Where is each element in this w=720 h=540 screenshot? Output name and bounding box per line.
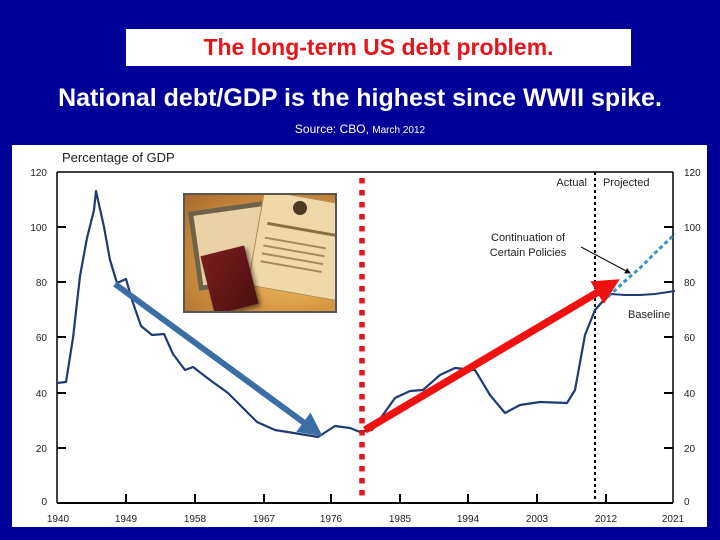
svg-text:2003: 2003 xyxy=(526,514,549,525)
svg-text:1958: 1958 xyxy=(184,514,207,525)
svg-text:2021: 2021 xyxy=(662,514,685,525)
x-ticks xyxy=(125,494,607,503)
title-box: The long-term US debt problem. xyxy=(126,29,631,66)
y-tick-labels-left: 120 100 80 60 40 20 0 xyxy=(30,168,47,508)
blue-decline-arrow-icon xyxy=(113,281,323,437)
annotation-line-1: Continuation of xyxy=(491,232,566,244)
x-tick-labels: 1940 1949 1958 1967 1976 1985 1994 2003 … xyxy=(47,514,685,525)
y-ticks xyxy=(57,226,673,449)
svg-text:120: 120 xyxy=(30,168,47,179)
debt-certificates-photo xyxy=(183,193,337,313)
slide-subtitle: National debt/GDP is the highest since W… xyxy=(58,84,662,112)
svg-text:120: 120 xyxy=(684,168,701,179)
svg-text:100: 100 xyxy=(684,223,701,234)
continuation-policies-line xyxy=(602,232,677,303)
svg-text:100: 100 xyxy=(30,223,47,234)
svg-text:0: 0 xyxy=(684,497,690,508)
svg-text:1976: 1976 xyxy=(320,514,343,525)
baseline-line xyxy=(610,290,676,296)
svg-text:20: 20 xyxy=(36,444,48,455)
label-actual: Actual xyxy=(556,177,587,189)
slide-title: The long-term US debt problem. xyxy=(203,34,554,60)
svg-text:60: 60 xyxy=(684,333,696,344)
y-axis-title: Percentage of GDP xyxy=(62,150,175,165)
svg-text:20: 20 xyxy=(684,444,696,455)
svg-text:40: 40 xyxy=(36,389,48,400)
svg-text:1940: 1940 xyxy=(47,514,70,525)
label-projected: Projected xyxy=(603,177,649,189)
svg-text:1967: 1967 xyxy=(253,514,276,525)
red-rise-arrow-icon xyxy=(363,279,620,434)
svg-text:80: 80 xyxy=(36,278,48,289)
source-main: Source: CBO, xyxy=(294,122,373,136)
svg-text:1994: 1994 xyxy=(457,514,480,525)
svg-text:80: 80 xyxy=(684,278,696,289)
svg-text:0: 0 xyxy=(41,497,47,508)
svg-text:1985: 1985 xyxy=(389,514,412,525)
label-baseline: Baseline xyxy=(628,309,670,321)
svg-text:60: 60 xyxy=(36,333,48,344)
svg-text:40: 40 xyxy=(684,389,696,400)
y-tick-labels-right: 120 100 80 60 40 20 0 xyxy=(684,168,701,508)
annotation-arrow-icon xyxy=(580,246,631,274)
annotation-line-2: Certain Policies xyxy=(490,247,567,259)
source-line: Source: CBO, March 2012 xyxy=(0,122,720,136)
source-date: March 2012 xyxy=(372,125,426,136)
svg-text:2012: 2012 xyxy=(595,514,618,525)
svg-text:1949: 1949 xyxy=(115,514,138,525)
actual-debt-line xyxy=(56,189,612,439)
seal-shape xyxy=(293,201,307,215)
